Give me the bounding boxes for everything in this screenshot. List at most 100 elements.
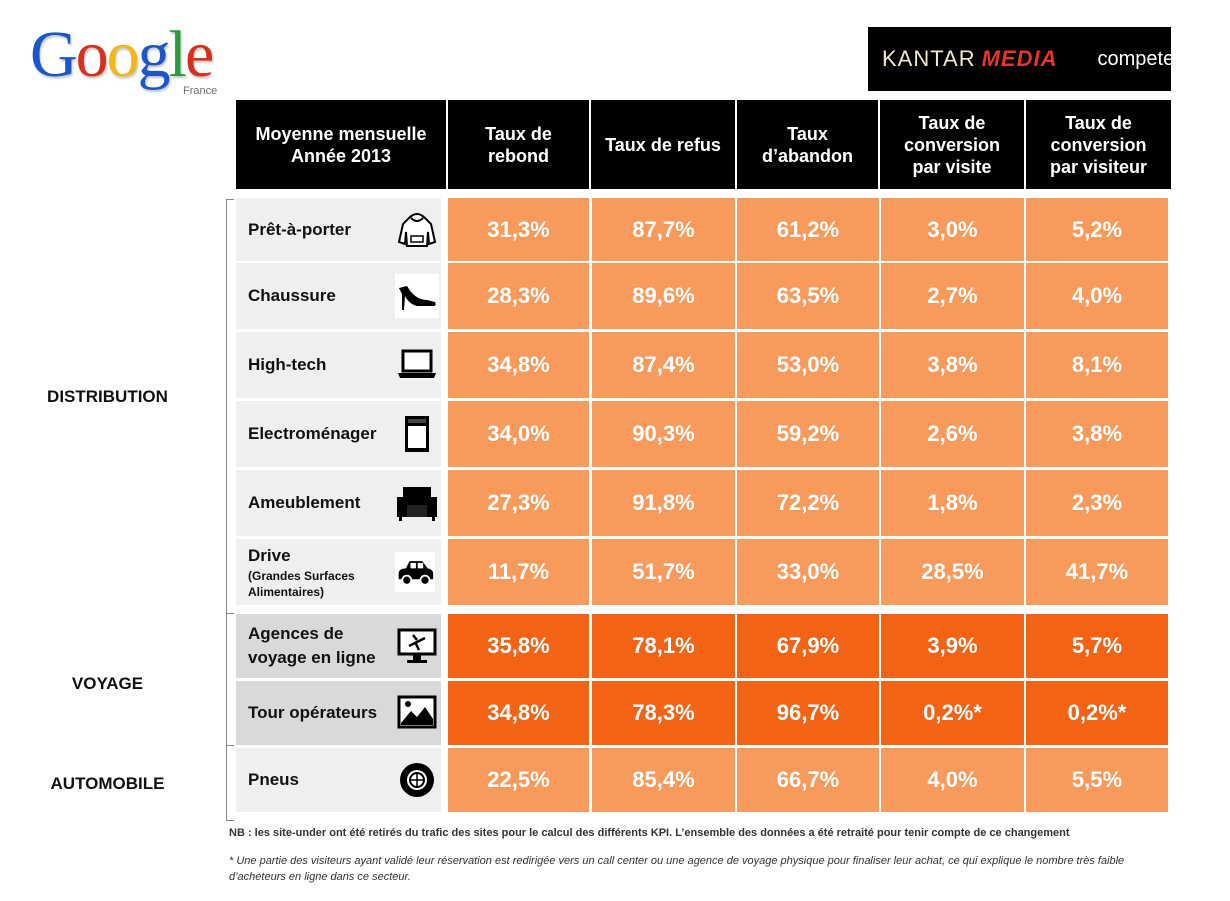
cell-rebond: 35,8% [448, 614, 589, 678]
row-label-text: High-tech [248, 355, 327, 374]
bracket-tick [226, 613, 234, 614]
header-col-conv-visiteur: Taux de conversion par visiteur [1026, 100, 1171, 189]
cell-abandon: 53,0% [737, 332, 879, 398]
laptop-icon [398, 349, 436, 378]
cell-abandon: 72,2% [737, 470, 879, 536]
nb-note: NB : les site-under ont été retirés du t… [229, 827, 1070, 839]
high-heel-icon [395, 274, 439, 318]
row-label-text: Pneus [248, 770, 300, 789]
section-automobile: AUTOMOBILE [50, 774, 165, 793]
cell-conv-visiteur: 5,5% [1026, 748, 1168, 812]
cell-conv-visiteur: 4,0% [1026, 263, 1168, 329]
cell-abandon: 61,2% [737, 198, 879, 261]
header-period-label: Moyenne mensuelle Année 2013 [255, 123, 427, 166]
google-logo: Google France [30, 22, 240, 102]
header-col-label: Taux de refus [605, 134, 721, 155]
header-col-abandon: Taux d’abandon [737, 100, 878, 189]
row-label-text: Prêt-à-porter [248, 219, 351, 239]
cell-refus: 87,4% [592, 332, 735, 398]
cell-abandon: 33,0% [737, 539, 879, 605]
cell-refus: 89,6% [592, 263, 735, 329]
footnote: * Une partie des visiteurs ayant validé … [229, 855, 1125, 883]
cell-conv-visiteur: 5,2% [1026, 198, 1168, 261]
row-label-high-tech: High-tech [236, 332, 441, 398]
row-label-pneus: Pneus [236, 748, 441, 812]
header-col-label: Taux de conversion par visite [903, 112, 1001, 177]
header-col-label: Taux d’abandon [762, 123, 853, 166]
cell-rebond: 31,3% [448, 198, 589, 261]
cell-conv-visite: 0,2%* [881, 681, 1024, 745]
cell-conv-visite: 4,0% [881, 748, 1024, 812]
google-wordmark: Google [30, 18, 214, 91]
row-label-text: Drive (Grandes Surfaces Alimentaires) [248, 544, 355, 600]
compete-label: compete [1097, 47, 1175, 70]
cell-conv-visite: 3,8% [881, 332, 1024, 398]
landscape-icon [397, 695, 437, 729]
cell-conv-visiteur: 5,7% [1026, 614, 1168, 678]
cell-rebond: 22,5% [448, 748, 589, 812]
row-label-pret-a-porter: Prêt-à-porter [236, 198, 441, 261]
tire-icon [400, 763, 434, 797]
media-label: MEDIA [981, 46, 1058, 71]
cell-abandon: 63,5% [737, 263, 879, 329]
header-col-label: Taux de conversion par visiteur [1049, 112, 1148, 177]
cell-rebond: 28,3% [448, 263, 589, 329]
cell-refus: 85,4% [592, 748, 735, 812]
row-label-chaussure: Chaussure [236, 263, 441, 329]
kantar-label: KANTAR [882, 46, 976, 71]
cell-rebond: 34,8% [448, 681, 589, 745]
hoodie-icon [397, 212, 437, 247]
row-label-text: Electroménager [248, 424, 377, 443]
cell-rebond: 27,3% [448, 470, 589, 536]
bracket-tick [226, 820, 234, 821]
section-distribution: DISTRIBUTION [47, 387, 168, 406]
cell-conv-visite: 2,7% [881, 263, 1024, 329]
cell-conv-visite: 3,0% [881, 198, 1024, 261]
cell-abandon: 66,7% [737, 748, 879, 812]
cell-conv-visiteur: 0,2%* [1026, 681, 1168, 745]
cell-conv-visite: 28,5% [881, 539, 1024, 605]
cell-conv-visiteur: 3,8% [1026, 401, 1168, 467]
cell-abandon: 96,7% [737, 681, 879, 745]
row-label-ameublement: Ameublement [236, 470, 441, 536]
row-label-electromenager: Electroménager [236, 401, 441, 467]
cell-refus: 91,8% [592, 470, 735, 536]
header-col-label: Taux de rebond [485, 123, 552, 166]
row-label-text: Agences de voyage en ligne [248, 624, 376, 667]
bracket-tick [226, 199, 234, 200]
cell-conv-visiteur: 2,3% [1026, 470, 1168, 536]
header-col-conv-visite: Taux de conversion par visite [880, 100, 1024, 189]
cell-refus: 78,1% [592, 614, 735, 678]
oven-icon [405, 416, 429, 452]
row-label-main: Drive [248, 546, 291, 565]
cell-rebond: 34,0% [448, 401, 589, 467]
cell-conv-visite: 1,8% [881, 470, 1024, 536]
section-voyage: VOYAGE [71, 674, 144, 693]
cell-conv-visiteur: 41,7% [1026, 539, 1168, 605]
row-label-text: Ameublement [248, 493, 361, 512]
cell-refus: 78,3% [592, 681, 735, 745]
bracket-tick [226, 745, 234, 746]
cell-abandon: 67,9% [737, 614, 879, 678]
header-col-rebond: Taux de rebond [448, 100, 589, 189]
row-label-text: Tour opérateurs [248, 703, 378, 722]
section-bracket [226, 199, 227, 821]
row-label-agences-voyage: Agences de voyage en ligne [236, 614, 441, 678]
cell-abandon: 59,2% [737, 401, 879, 467]
header-period: Moyenne mensuelle Année 2013 [236, 100, 446, 189]
cell-conv-visite: 3,9% [881, 614, 1024, 678]
cell-conv-visite: 2,6% [881, 401, 1024, 467]
header-col-refus: Taux de refus [591, 100, 735, 189]
armchair-icon [397, 487, 437, 521]
plane-screen-icon [397, 628, 437, 663]
google-france-label: France [183, 85, 218, 97]
cell-rebond: 34,8% [448, 332, 589, 398]
cell-refus: 51,7% [592, 539, 735, 605]
row-label-drive: Drive (Grandes Surfaces Alimentaires) [236, 539, 441, 605]
cell-conv-visiteur: 8,1% [1026, 332, 1168, 398]
cell-refus: 90,3% [592, 401, 735, 467]
kantar-compete-logo: KANTAR MEDIA compete [868, 27, 1174, 91]
row-label-sub: (Grandes Surfaces Alimentaires) [248, 569, 355, 599]
row-label-text: Chaussure [248, 286, 336, 305]
car-icon [395, 552, 435, 592]
